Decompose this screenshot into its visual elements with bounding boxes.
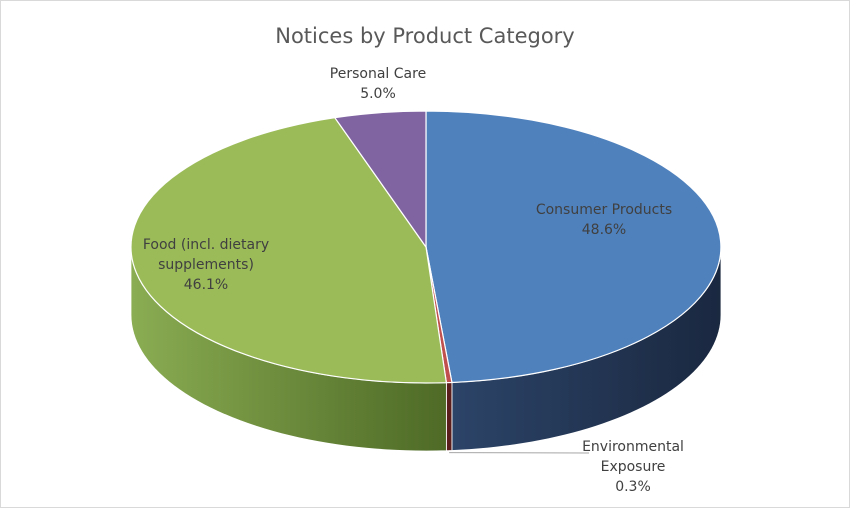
data-label-0: Consumer Products 48.6% <box>536 202 672 238</box>
pie-slice-0 <box>425 110 722 384</box>
pie-slices <box>130 110 722 384</box>
data-label-3: Personal Care 5.0% <box>330 66 426 102</box>
data-label-text: supplements) <box>158 257 254 273</box>
data-label-text: Food (incl. dietary <box>143 237 269 253</box>
data-label-text: Environmental <box>582 439 684 455</box>
pie-side-1 <box>445 382 453 452</box>
data-label-percent: 5.0% <box>360 86 396 102</box>
data-label-percent: 46.1% <box>184 277 228 293</box>
data-label-text: Consumer Products <box>536 202 672 218</box>
data-label-2: Food (incl. dietary supplements) 46.1% <box>143 237 269 293</box>
chart-title: Notices by Product Category <box>275 24 574 48</box>
data-label-percent: 48.6% <box>582 222 626 238</box>
data-label-text: Exposure <box>601 459 666 475</box>
data-label-1: Environmental Exposure 0.3% <box>582 439 684 495</box>
data-label-text: Personal Care <box>330 66 426 82</box>
pie-slice-2 <box>130 117 447 384</box>
pie-slice-3 <box>334 110 427 248</box>
data-label-percent: 0.3% <box>615 479 651 495</box>
data-labels: Consumer Products 48.6% Environmental Expos… <box>143 66 684 495</box>
